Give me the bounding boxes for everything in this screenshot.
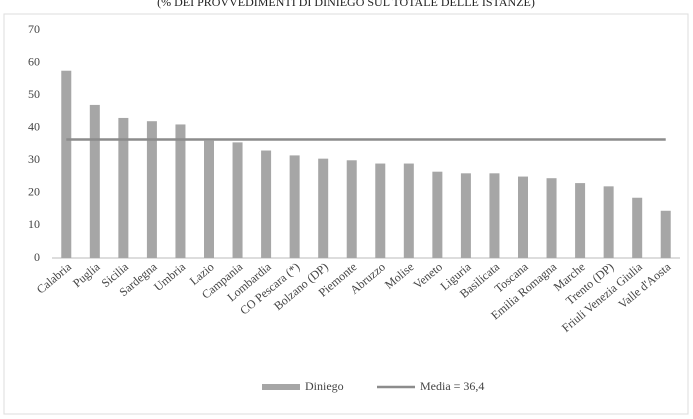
y-tick-label: 30	[28, 152, 40, 166]
y-tick-label: 50	[28, 87, 40, 101]
bar	[232, 142, 243, 258]
x-tick-label: Puglia	[70, 259, 103, 290]
y-tick-label: 60	[28, 54, 40, 68]
legend-label: Diniego	[305, 379, 344, 393]
y-tick-label: 40	[28, 119, 40, 133]
y-tick-label: 10	[28, 217, 40, 231]
bar	[289, 155, 300, 258]
x-tick-label: Calabria	[34, 259, 75, 296]
bar	[489, 173, 500, 258]
bar	[403, 163, 414, 258]
bar	[261, 150, 272, 258]
bar	[518, 176, 528, 258]
chart-frame	[3, 13, 689, 415]
bar	[575, 183, 586, 258]
bar	[61, 70, 72, 258]
bar	[89, 104, 100, 259]
x-tick-label: Umbria	[151, 259, 189, 294]
bar	[204, 140, 214, 258]
y-tick-label: 70	[28, 22, 40, 36]
bar	[118, 117, 129, 258]
bar	[546, 178, 557, 258]
bar	[603, 186, 614, 258]
bar	[175, 124, 186, 258]
chart-title: (% DEI PROVVEDIMENTI DI DINIEGO SUL TOTA…	[157, 0, 535, 9]
bar	[346, 160, 357, 258]
bar	[375, 163, 386, 258]
y-tick-label: 0	[34, 250, 40, 264]
x-tick-label: Veneto	[411, 260, 446, 292]
bar	[460, 173, 471, 258]
legend-swatch	[262, 384, 300, 390]
bar	[318, 158, 329, 258]
bar	[632, 197, 643, 258]
bar	[660, 210, 671, 258]
bar	[146, 121, 157, 258]
legend-label: Media = 36,4	[420, 379, 484, 393]
x-tick-label: Molise	[382, 260, 417, 292]
bar	[432, 171, 443, 258]
y-tick-label: 20	[28, 185, 40, 199]
